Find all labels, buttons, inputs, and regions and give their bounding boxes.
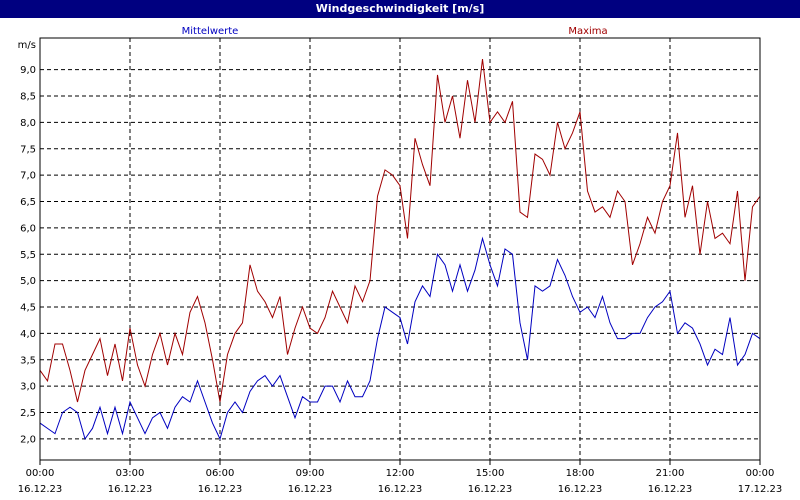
x-tick-label: 00:00 — [746, 468, 775, 479]
x-tick-label: 16.12.23 — [18, 484, 63, 495]
series-line — [39, 236, 761, 441]
title-bar — [0, 0, 800, 18]
y-tick-label: 3,0 — [20, 382, 36, 393]
x-tick-label: 03:00 — [116, 468, 145, 479]
y-tick-label: 5,0 — [20, 276, 36, 287]
y-axis-label: m/s — [18, 40, 36, 51]
legend-label: Maxima — [568, 26, 607, 37]
x-tick-label: 17.12.23 — [738, 484, 783, 495]
x-tick-label: 00:00 — [26, 468, 55, 479]
y-tick-label: 3,5 — [20, 355, 36, 366]
series-line — [39, 59, 761, 403]
y-tick-label: 7,0 — [20, 171, 36, 182]
y-tick-label: 5,5 — [20, 250, 36, 261]
y-tick-label: 6,5 — [20, 197, 36, 208]
x-tick-label: 16.12.23 — [108, 484, 153, 495]
legend-label: Mittelwerte — [182, 26, 239, 37]
y-tick-label: 4,0 — [20, 329, 36, 340]
x-tick-label: 12:00 — [386, 468, 415, 479]
y-tick-label: 8,5 — [20, 92, 36, 103]
x-tick-label: 16.12.23 — [468, 484, 513, 495]
y-tick-label: 2,0 — [20, 434, 36, 445]
y-tick-label: 9,0 — [20, 65, 36, 76]
plot-border — [39, 37, 761, 461]
x-tick-label: 21:00 — [656, 468, 685, 479]
x-tick-label: 16.12.23 — [198, 484, 243, 495]
y-tick-label: 6,0 — [20, 223, 36, 234]
y-tick-label: 7,5 — [20, 144, 36, 155]
x-tick-label: 16.12.23 — [288, 484, 333, 495]
x-tick-label: 16.12.23 — [648, 484, 693, 495]
chart-title: Windgeschwindigkeit [m/s] — [316, 2, 485, 15]
y-tick-label: 4,5 — [20, 303, 36, 314]
y-tick-label: 2,5 — [20, 408, 36, 419]
x-tick-label: 15:00 — [476, 468, 505, 479]
x-tick-label: 06:00 — [206, 468, 235, 479]
x-tick-label: 09:00 — [296, 468, 325, 479]
y-tick-label: 8,0 — [20, 118, 36, 129]
x-tick-label: 16.12.23 — [378, 484, 423, 495]
x-tick-label: 16.12.23 — [558, 484, 603, 495]
x-tick-label: 18:00 — [566, 468, 595, 479]
